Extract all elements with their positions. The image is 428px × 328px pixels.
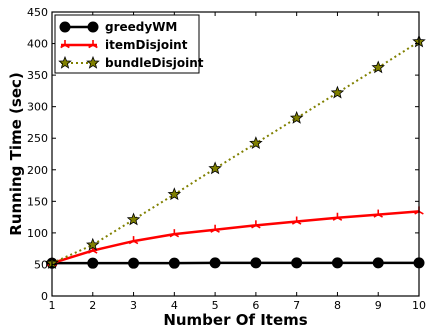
series-point-bundle-disjoint-7	[289, 110, 304, 124]
x-tick-label-1: 1	[49, 299, 56, 312]
series-item-disjoint	[47, 206, 424, 267]
series-point-item-disjoint-3-spoke-2	[128, 240, 134, 245]
x-tick-label-9: 9	[375, 299, 382, 312]
series-point-item-disjoint-5-spoke-2	[210, 229, 216, 233]
series-greedy-w-m	[46, 257, 425, 269]
y-tick-label-250: 250	[27, 132, 48, 145]
x-tick-label-4: 4	[171, 299, 178, 312]
series-point-greedy-w-m-9	[372, 257, 384, 269]
legend-item-bundle-disjoint: bundleDisjoint	[58, 55, 204, 70]
legend-items: greedyWM itemDisjoint bundleDisjoint	[58, 20, 204, 70]
series-point-item-disjoint-5	[210, 224, 220, 233]
series-point-greedy-w-m-4	[168, 257, 180, 269]
plot-frame	[51, 11, 420, 297]
legend-marker-item-disjoint-end	[88, 40, 98, 49]
series-point-bundle-disjoint-3	[126, 212, 141, 226]
y-tick-label-50: 50	[34, 258, 48, 271]
series-point-bundle-disjoint-9	[371, 60, 385, 74]
series-point-item-disjoint-7	[291, 216, 302, 225]
y-tick-label-100: 100	[27, 227, 48, 240]
x-tick-label-8: 8	[334, 299, 341, 312]
series-point-item-disjoint-4-spoke-2	[169, 233, 175, 238]
series-point-item-disjoint-2-spoke-2	[88, 249, 94, 254]
x-tick-label-5: 5	[212, 299, 219, 312]
series-line-bundle-disjoint	[51, 40, 420, 265]
legend-marker-bundle-disjoint-start	[58, 55, 72, 69]
series-point-greedy-w-m-7	[291, 257, 303, 269]
y-tick-label-350: 350	[27, 69, 48, 82]
legend-marker-item-disjoint-end-spoke-2	[88, 44, 94, 49]
legend-marker-greedy-w-m-end	[87, 21, 99, 33]
legend-marker-item-disjoint-start	[60, 40, 70, 49]
x-axis-title: Number Of Items	[163, 311, 307, 328]
y-tick-label-200: 200	[27, 164, 48, 177]
y-tick-label-300: 300	[27, 101, 48, 114]
series-point-bundle-disjoint-6	[249, 136, 263, 150]
legend-marker-item-disjoint-end-spoke-3	[92, 44, 98, 49]
x-tick-label-2: 2	[89, 299, 96, 312]
series-point-item-disjoint-8-spoke-2	[332, 217, 338, 221]
series-point-item-disjoint-8	[332, 212, 343, 221]
series-point-item-disjoint-6	[251, 220, 261, 229]
legend-marker-item-disjoint-start-spoke-3	[64, 44, 70, 49]
x-tick-label-3: 3	[130, 299, 137, 312]
legend-marker-item-disjoint-start-spoke-2	[60, 44, 66, 49]
series-point-item-disjoint-7-spoke-3	[296, 220, 302, 225]
series-point-bundle-disjoint-5	[208, 161, 222, 175]
series-point-bundle-disjoint-8	[330, 85, 345, 99]
x-tick-label-10: 10	[412, 299, 426, 312]
legend-marker-greedy-w-m-start	[59, 21, 71, 33]
series-point-item-disjoint-4	[169, 229, 180, 238]
series-point-greedy-w-m-6	[250, 257, 262, 269]
series-point-item-disjoint-7-spoke-2	[291, 220, 298, 225]
series-point-item-disjoint-9-spoke-2	[373, 213, 379, 218]
series-point-greedy-w-m-5	[209, 257, 221, 269]
series-point-item-disjoint-9-spoke-3	[377, 213, 383, 218]
y-axis-title: Running Time (sec)	[7, 72, 25, 235]
series-point-item-disjoint-3-spoke-3	[133, 240, 139, 245]
series-point-item-disjoint-5-spoke-3	[214, 229, 220, 233]
series-point-item-disjoint-6-spoke-3	[255, 224, 261, 229]
series-point-item-disjoint-10-spoke-3	[418, 210, 424, 215]
y-tick-label-0: 0	[41, 290, 48, 303]
series-point-item-disjoint-2-spoke-3	[92, 249, 98, 254]
y-tick-label-400: 400	[27, 38, 48, 51]
series-point-item-disjoint-3	[128, 236, 139, 245]
legend-label-item-disjoint: itemDisjoint	[105, 38, 188, 52]
series-point-item-disjoint-4-spoke-3	[173, 233, 180, 238]
x-tick-label-7: 7	[293, 299, 300, 312]
y-tick-label-150: 150	[27, 195, 48, 208]
series-point-bundle-disjoint-2	[86, 237, 100, 251]
series-point-item-disjoint-6-spoke-2	[251, 224, 257, 229]
series-line-item-disjoint	[51, 210, 420, 265]
legend-label-bundle-disjoint: bundleDisjoint	[105, 56, 204, 70]
legend-item-item-disjoint: itemDisjoint	[60, 38, 188, 52]
series-point-item-disjoint-9	[373, 209, 383, 218]
series-point-greedy-w-m-8	[331, 257, 343, 269]
legend-item-greedy-w-m: greedyWM	[59, 20, 177, 34]
legend-label-greedy-w-m: greedyWM	[105, 20, 177, 34]
series-point-greedy-w-m-3	[128, 257, 140, 269]
legend-marker-bundle-disjoint-end	[86, 55, 100, 69]
series-point-item-disjoint-10-spoke-2	[414, 210, 420, 215]
series-point-item-disjoint-8-spoke-3	[337, 217, 343, 221]
series-point-greedy-w-m-2	[87, 257, 99, 269]
legend: greedyWM itemDisjoint bundleDisjoint	[54, 14, 204, 74]
series-point-bundle-disjoint-4	[167, 187, 182, 201]
x-tick-label-6: 6	[252, 299, 259, 312]
y-tick-label-450: 450	[27, 6, 48, 19]
